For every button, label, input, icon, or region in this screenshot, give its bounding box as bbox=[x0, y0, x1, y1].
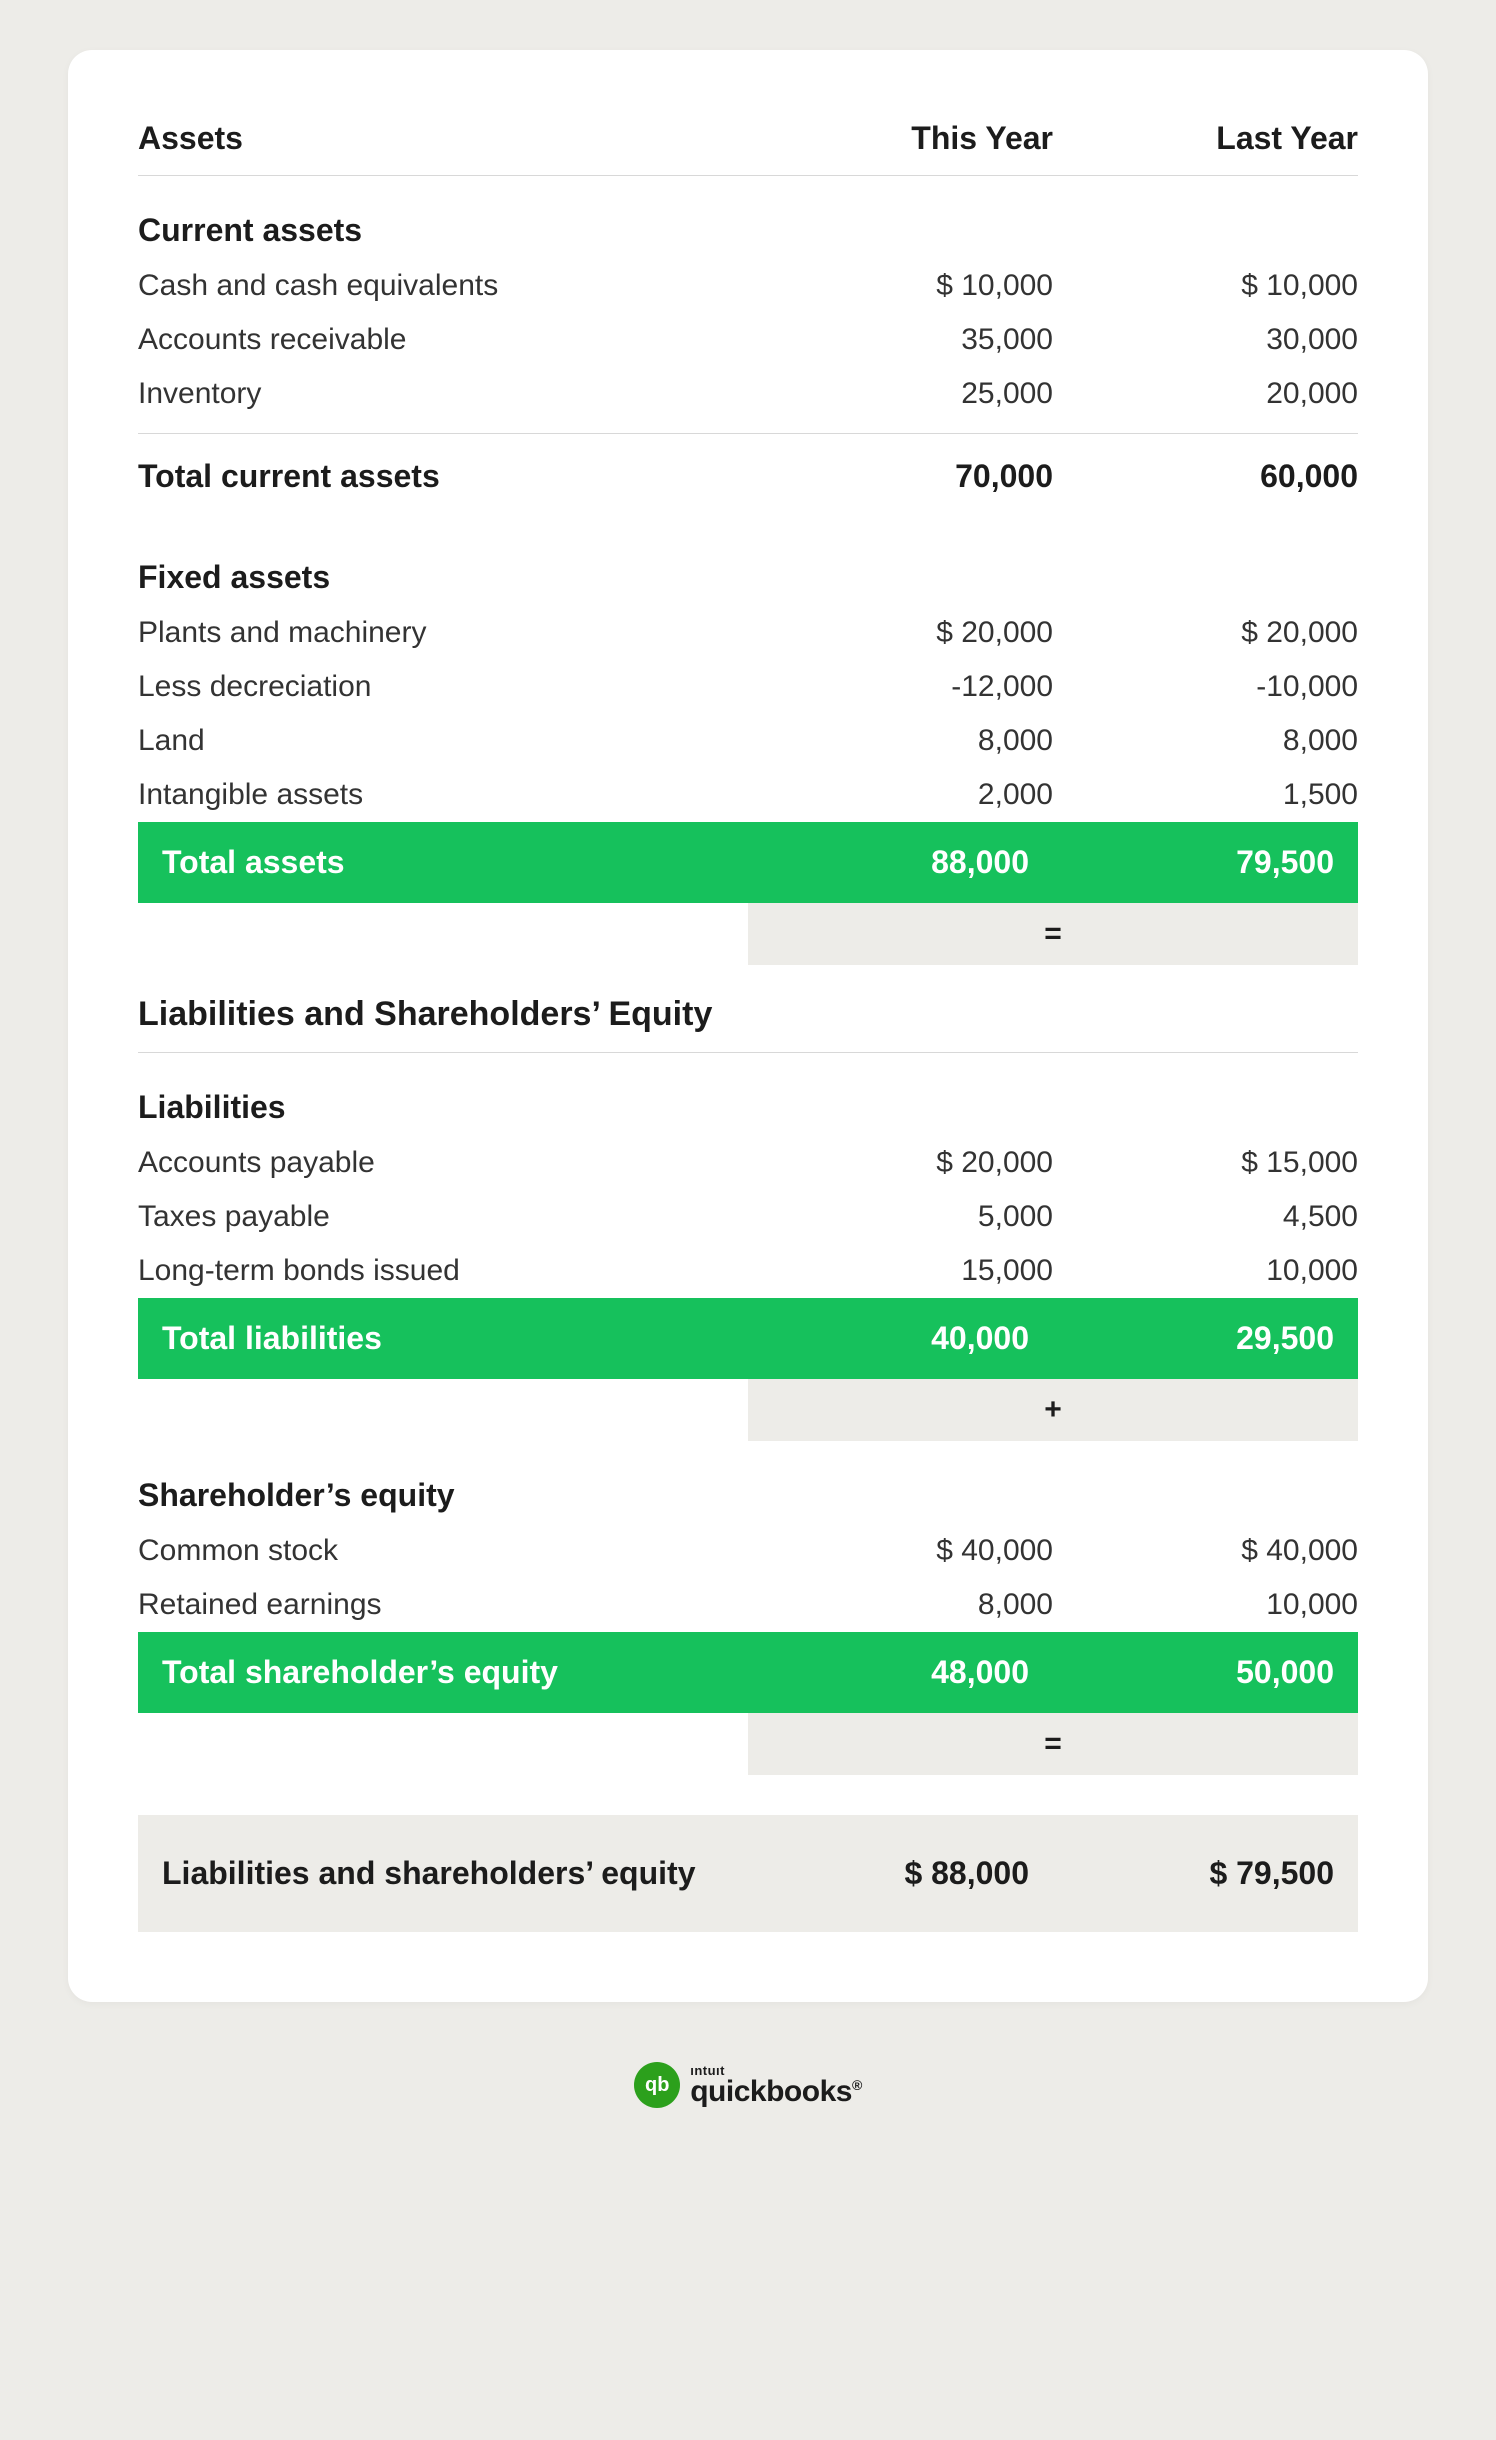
total-assets-label: Total assets bbox=[138, 822, 748, 903]
total-equity-v2: 50,000 bbox=[1053, 1632, 1358, 1713]
line-label: Retained earnings bbox=[138, 1578, 748, 1632]
line-label: Plants and machinery bbox=[138, 606, 748, 660]
line-v1: 8,000 bbox=[748, 714, 1053, 768]
operator-row: = bbox=[138, 1713, 1358, 1775]
section-liabilities: Liabilities bbox=[138, 1053, 748, 1137]
quickbooks-logo: qb ıntuıt quickbooks® bbox=[634, 2062, 862, 2108]
table-row: Common stock$ 40,000$ 40,000 bbox=[138, 1524, 1358, 1578]
line-label: Accounts receivable bbox=[138, 313, 748, 367]
subtotal-label: Total current assets bbox=[138, 434, 748, 524]
section-title-row: Liabilities bbox=[138, 1053, 1358, 1137]
section-equity: Shareholder’s equity bbox=[138, 1441, 748, 1524]
line-label: Land bbox=[138, 714, 748, 768]
final-label: Liabilities and shareholders’ equity bbox=[138, 1815, 748, 1932]
section-current-assets: Current assets bbox=[138, 176, 748, 260]
table-row: Cash and cash equivalents$ 10,000$ 10,00… bbox=[138, 259, 1358, 313]
footer: qb ıntuıt quickbooks® bbox=[634, 2062, 862, 2108]
subtotal-v1: 70,000 bbox=[748, 434, 1053, 524]
table-row: Inventory25,00020,000 bbox=[138, 367, 1358, 434]
balance-sheet-card: AssetsThis YearLast YearCurrent assetsCa… bbox=[68, 50, 1428, 2002]
line-v1: $ 10,000 bbox=[748, 259, 1053, 313]
table-row: Less decreciation-12,000-10,000 bbox=[138, 660, 1358, 714]
spacer-row bbox=[138, 1775, 1358, 1815]
operator-equals: = bbox=[748, 1713, 1358, 1775]
line-label: Common stock bbox=[138, 1524, 748, 1578]
total-equity-row: Total shareholder’s equity48,00050,000 bbox=[138, 1632, 1358, 1713]
table-row: Accounts receivable35,00030,000 bbox=[138, 313, 1358, 367]
col-header-last-year: Last Year bbox=[1053, 120, 1358, 176]
subtotal-row: Total current assets70,00060,000 bbox=[138, 434, 1358, 524]
line-v1: 15,000 bbox=[748, 1244, 1053, 1298]
line-label: Less decreciation bbox=[138, 660, 748, 714]
line-label: Taxes payable bbox=[138, 1190, 748, 1244]
table-row: Retained earnings8,00010,000 bbox=[138, 1578, 1358, 1632]
total-assets-row: Total assets88,00079,500 bbox=[138, 822, 1358, 903]
line-v1: 35,000 bbox=[748, 313, 1053, 367]
total-liabilities-v2: 29,500 bbox=[1053, 1298, 1358, 1379]
line-v1: -12,000 bbox=[748, 660, 1053, 714]
line-v2: 4,500 bbox=[1053, 1190, 1358, 1244]
quickbooks-badge-icon: qb bbox=[634, 2062, 680, 2108]
operator-equals: = bbox=[748, 903, 1358, 965]
section-title-row: Current assets bbox=[138, 176, 1358, 260]
total-liabilities-label: Total liabilities bbox=[138, 1298, 748, 1379]
section-fixed-assets: Fixed assets bbox=[138, 523, 748, 606]
line-v2: 1,500 bbox=[1053, 768, 1358, 822]
table-row: Long-term bonds issued15,00010,000 bbox=[138, 1244, 1358, 1298]
line-label: Long-term bonds issued bbox=[138, 1244, 748, 1298]
line-v2: $ 10,000 bbox=[1053, 259, 1358, 313]
section-title-row: Shareholder’s equity bbox=[138, 1441, 1358, 1524]
operator-row: + bbox=[138, 1379, 1358, 1441]
line-v2: 10,000 bbox=[1053, 1244, 1358, 1298]
table-row: Accounts payable$ 20,000$ 15,000 bbox=[138, 1136, 1358, 1190]
line-v2: 30,000 bbox=[1053, 313, 1358, 367]
line-v1: 25,000 bbox=[748, 367, 1053, 434]
line-v1: 5,000 bbox=[748, 1190, 1053, 1244]
total-equity-v1: 48,000 bbox=[748, 1632, 1053, 1713]
total-assets-v2: 79,500 bbox=[1053, 822, 1358, 903]
line-v1: 8,000 bbox=[748, 1578, 1053, 1632]
line-v2: 8,000 bbox=[1053, 714, 1358, 768]
table-header: AssetsThis YearLast Year bbox=[138, 120, 1358, 176]
col-header-this-year: This Year bbox=[748, 120, 1053, 176]
line-v2: -10,000 bbox=[1053, 660, 1358, 714]
total-equity-label: Total shareholder’s equity bbox=[138, 1632, 748, 1713]
quickbooks-wordmark: ıntuıt quickbooks® bbox=[690, 2064, 862, 2107]
line-label: Intangible assets bbox=[138, 768, 748, 822]
section-liab-equity: Liabilities and Shareholders’ Equity bbox=[138, 965, 1358, 1053]
balance-sheet-table: AssetsThis YearLast YearCurrent assetsCa… bbox=[138, 120, 1358, 1932]
line-label: Accounts payable bbox=[138, 1136, 748, 1190]
line-v2: $ 40,000 bbox=[1053, 1524, 1358, 1578]
quickbooks-label: quickbooks® bbox=[690, 2077, 862, 2107]
line-v1: 2,000 bbox=[748, 768, 1053, 822]
operator-row: = bbox=[138, 903, 1358, 965]
section-title-row: Fixed assets bbox=[138, 523, 1358, 606]
big-section-row: Liabilities and Shareholders’ Equity bbox=[138, 965, 1358, 1053]
table-row: Taxes payable5,0004,500 bbox=[138, 1190, 1358, 1244]
final-row: Liabilities and shareholders’ equity$ 88… bbox=[138, 1815, 1358, 1932]
line-label: Inventory bbox=[138, 367, 748, 434]
total-liabilities-v1: 40,000 bbox=[748, 1298, 1053, 1379]
final-v2: $ 79,500 bbox=[1053, 1815, 1358, 1932]
final-v1: $ 88,000 bbox=[748, 1815, 1053, 1932]
total-liabilities-row: Total liabilities40,00029,500 bbox=[138, 1298, 1358, 1379]
operator-plus: + bbox=[748, 1379, 1358, 1441]
line-v2: $ 15,000 bbox=[1053, 1136, 1358, 1190]
table-row: Intangible assets2,0001,500 bbox=[138, 768, 1358, 822]
line-v1: $ 20,000 bbox=[748, 1136, 1053, 1190]
table-row: Plants and machinery$ 20,000$ 20,000 bbox=[138, 606, 1358, 660]
table-row: Land8,0008,000 bbox=[138, 714, 1358, 768]
total-assets-v1: 88,000 bbox=[748, 822, 1053, 903]
line-label: Cash and cash equivalents bbox=[138, 259, 748, 313]
line-v2: 20,000 bbox=[1053, 367, 1358, 434]
line-v2: 10,000 bbox=[1053, 1578, 1358, 1632]
col-header-label: Assets bbox=[138, 120, 748, 176]
line-v2: $ 20,000 bbox=[1053, 606, 1358, 660]
line-v1: $ 20,000 bbox=[748, 606, 1053, 660]
subtotal-v2: 60,000 bbox=[1053, 434, 1358, 524]
line-v1: $ 40,000 bbox=[748, 1524, 1053, 1578]
